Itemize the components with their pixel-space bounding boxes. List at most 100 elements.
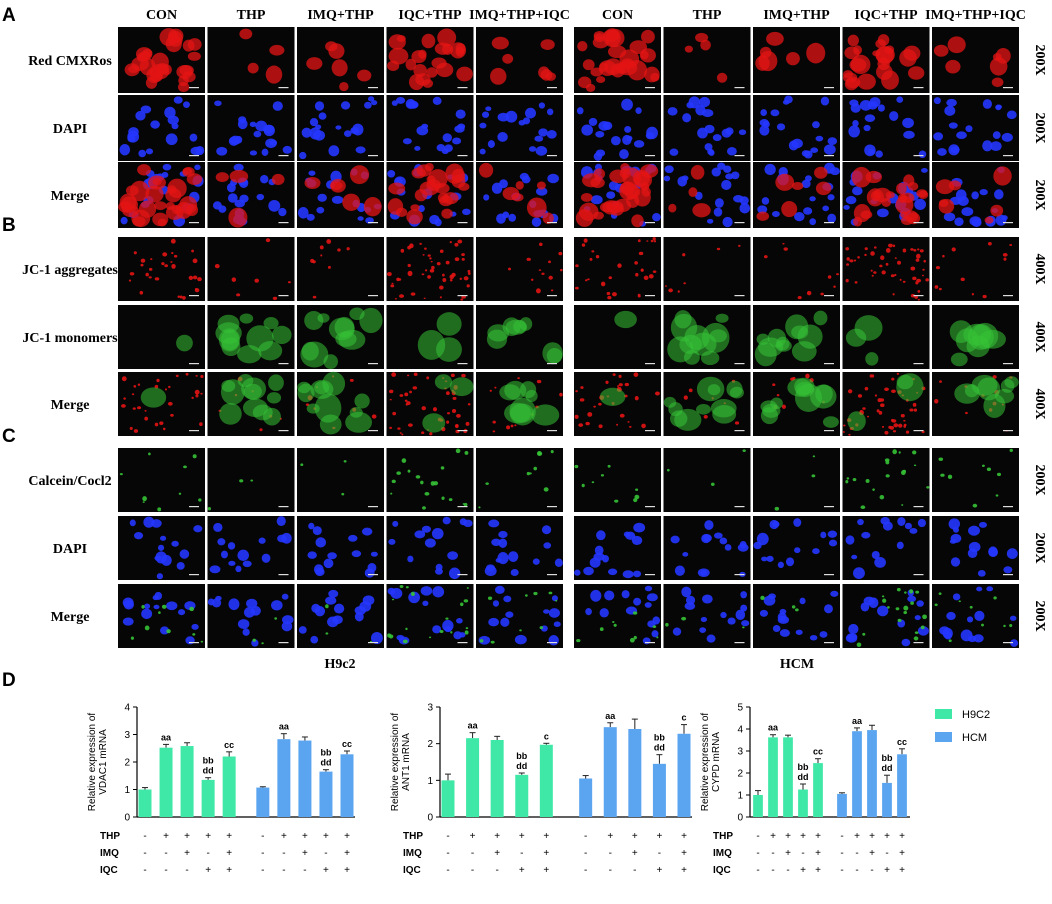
scale-bar [457, 295, 468, 297]
cell [541, 272, 545, 275]
micrograph [663, 237, 751, 301]
cell [954, 217, 964, 226]
cell [517, 377, 520, 380]
micrograph-bg [207, 162, 295, 228]
micrograph-bg [476, 95, 563, 161]
cell [311, 603, 321, 613]
scale-bar [278, 430, 289, 432]
cell [634, 396, 639, 401]
cell [214, 100, 222, 107]
scale-bar [645, 87, 655, 89]
cell [424, 492, 430, 496]
condition-sign: - [206, 848, 209, 859]
cell [146, 67, 163, 83]
cell [401, 433, 404, 436]
cell [845, 278, 849, 283]
cell [391, 479, 396, 484]
cell [914, 198, 927, 211]
cell [250, 605, 261, 616]
cell [397, 427, 401, 430]
column-header: THP [693, 8, 722, 23]
condition-sign: - [840, 831, 843, 842]
significance-label: bb [654, 733, 665, 743]
cell [712, 134, 722, 142]
significance-label: bb [203, 756, 214, 766]
cell [621, 590, 630, 599]
cell [351, 550, 362, 558]
cell [652, 625, 657, 628]
cell [130, 636, 135, 640]
cell [849, 58, 867, 72]
cell [228, 207, 248, 228]
cell [914, 615, 921, 621]
cell [967, 548, 978, 559]
scale-bar [189, 222, 199, 224]
cell [1001, 132, 1013, 142]
row-label: DAPI [53, 542, 87, 557]
cell [409, 390, 412, 394]
cell [695, 104, 706, 116]
cell [896, 587, 901, 592]
cell [938, 287, 942, 291]
cell [916, 278, 922, 283]
cell [700, 39, 711, 51]
micrograph [207, 95, 295, 161]
cell [945, 59, 961, 74]
cell [845, 247, 850, 251]
scale-bar [734, 642, 745, 644]
cell [961, 207, 974, 217]
cell [590, 589, 602, 602]
scale-bar [1003, 574, 1013, 576]
scale-bar [278, 363, 289, 365]
cell [325, 41, 338, 52]
cell [791, 181, 804, 191]
cell [875, 150, 883, 158]
y-tick-label: 2 [124, 758, 130, 769]
cell [420, 480, 424, 485]
cell [905, 430, 910, 434]
cell [842, 72, 858, 83]
cell [884, 458, 890, 462]
cell [921, 274, 925, 277]
condition-sign: + [470, 831, 476, 842]
condition-sign: + [226, 848, 232, 859]
micrograph [207, 516, 295, 580]
magnification: 200X [1032, 600, 1047, 631]
cell [772, 521, 780, 528]
cell [734, 421, 740, 425]
cell [200, 392, 203, 395]
cell [140, 263, 144, 267]
cell [422, 600, 429, 606]
cell [243, 383, 262, 400]
micrograph [297, 305, 384, 370]
cell [871, 551, 880, 560]
cell [343, 130, 352, 137]
micrograph [842, 27, 930, 93]
cell [542, 212, 554, 224]
cell [271, 173, 285, 186]
cell [1009, 244, 1013, 247]
cell [533, 466, 538, 471]
cell [916, 189, 928, 198]
cell [587, 278, 590, 281]
cell [168, 385, 171, 389]
cell [806, 290, 812, 296]
micrograph-bg [386, 448, 474, 512]
micrograph [297, 371, 384, 436]
cell [608, 180, 619, 191]
cell [160, 535, 167, 541]
bar [490, 740, 504, 817]
cell [315, 537, 327, 548]
scale-bar [1003, 430, 1013, 432]
cell [724, 544, 732, 551]
micrograph [663, 95, 751, 161]
cell [178, 492, 182, 495]
cell [626, 135, 633, 142]
cell [585, 608, 592, 616]
micrograph-bg [663, 237, 751, 301]
cell [846, 257, 850, 261]
cell [361, 527, 373, 536]
scale-bar [824, 87, 834, 89]
cell [195, 394, 199, 398]
